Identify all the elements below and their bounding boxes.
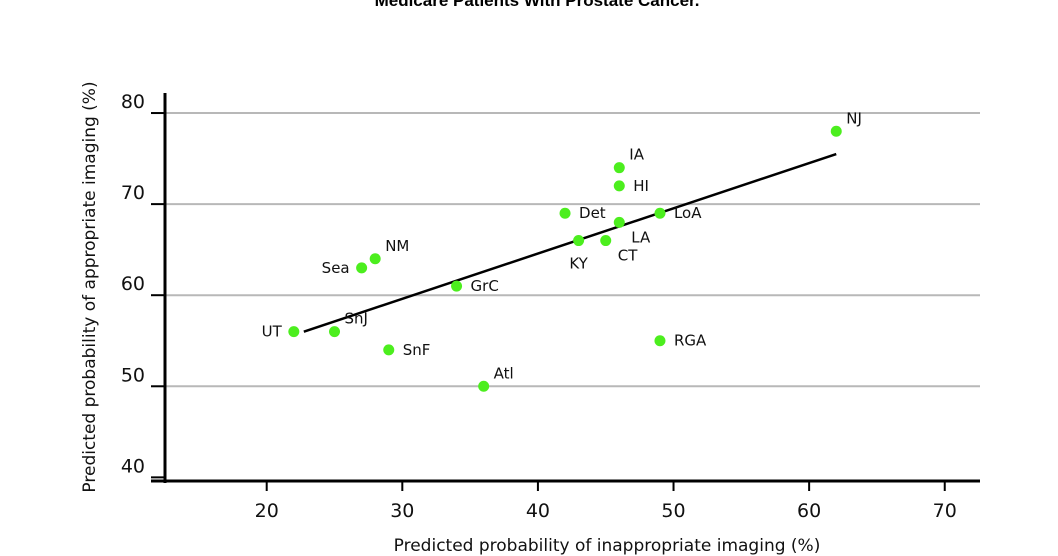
data-point-ky [573,235,585,247]
y-axis-label: Predicted probability of appropriate ima… [80,81,100,492]
point-label-sea: Sea [322,259,350,277]
data-point-ct [600,235,612,247]
x-axis-label: Predicted probability of inappropriate i… [394,536,821,556]
data-point-la [613,216,625,228]
data-point-det [559,207,571,219]
data-point-nm [369,253,381,265]
y-tick-label: 70 [121,182,145,204]
y-tick-label: 40 [121,455,145,477]
chart-title: Medicare Patients With Prostate Cancer. [374,0,700,10]
data-point-snj [329,326,341,338]
y-tick-label: 60 [121,273,145,295]
data-point-nj [830,125,842,137]
data-point-rga [654,335,666,347]
point-label-loa: LoA [674,204,702,222]
data-point-atl [478,380,490,392]
point-label-la: LA [631,228,651,246]
point-label-snf: SnF [403,341,431,359]
point-label-nj: NJ [846,109,862,127]
point-label-snj: SnJ [345,310,368,328]
data-point-ut [288,326,300,338]
x-tick-label: 30 [390,500,414,522]
trend-line [303,152,837,333]
data-point-hi [613,180,625,192]
x-tick-label: 40 [526,500,550,522]
x-tick-label: 70 [933,500,957,522]
point-label-ut: UT [262,323,283,341]
data-point-sea [356,262,368,274]
x-tick-label: 20 [255,500,279,522]
point-label-hi: HI [633,177,649,195]
x-tick-label: 50 [661,500,685,522]
point-label-nm: NM [385,237,409,255]
data-point-ia [613,162,625,174]
point-label-rga: RGA [674,332,707,350]
y-tick-label: 50 [121,364,145,386]
x-tick-label: 60 [797,500,821,522]
y-tick-label: 80 [121,91,145,113]
point-label-det: Det [579,204,606,222]
point-label-atl: Atl [494,364,514,382]
point-label-grc: GrC [471,277,499,295]
data-point-snf [383,344,395,356]
data-point-loa [654,207,666,219]
point-label-ia: IA [629,146,644,164]
point-label-ct: CT [618,247,638,265]
point-label-ky: KY [569,255,588,273]
data-point-grc [451,280,463,292]
